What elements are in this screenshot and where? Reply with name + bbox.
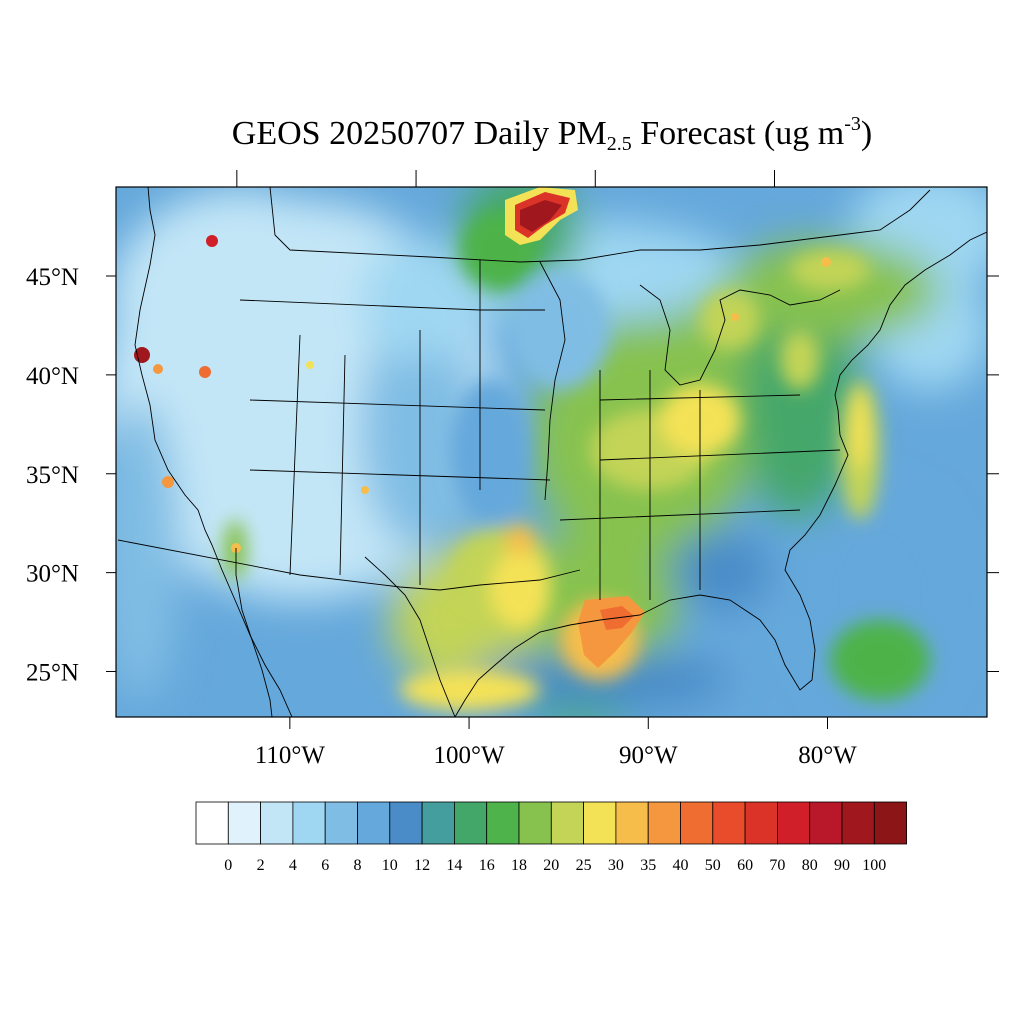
colorbar-box <box>518 801 552 845</box>
lon-tick-label: 110°W <box>255 742 326 769</box>
lat-tick-label: 35°N <box>26 462 79 489</box>
lat-tick-label: 25°N <box>26 660 79 687</box>
map-frame <box>115 186 988 718</box>
colorbar-label: 25 <box>576 857 592 874</box>
colorbar-label: 2 <box>257 857 265 874</box>
pm25-field <box>116 187 987 717</box>
colorbar-box <box>550 801 584 845</box>
colorbar-box <box>744 801 778 845</box>
geographic-boundaries <box>117 187 987 717</box>
colorbar-box <box>357 801 391 845</box>
lon-tick-label: 100°W <box>434 742 505 769</box>
lon-tick-label: 80°W <box>798 742 857 769</box>
colorbar-box <box>421 801 455 845</box>
title-superscript: -3 <box>844 113 861 135</box>
colorbar-label: 8 <box>354 857 362 874</box>
colorbar-box <box>389 801 423 845</box>
lat-tick-label: 30°N <box>26 561 79 588</box>
colorbar-label: 60 <box>737 857 753 874</box>
title-suffix: ) <box>860 115 873 152</box>
colorbar-box <box>777 801 811 845</box>
title-subscript: 2.5 <box>606 133 632 155</box>
colorbar-box <box>324 801 358 845</box>
colorbar-box <box>292 801 326 845</box>
colorbar-box <box>615 801 649 845</box>
colorbar-label: 14 <box>446 857 462 874</box>
latitude-axis: 25°N 30°N 35°N 40°N 45°N <box>26 264 999 687</box>
colorbar-label: 4 <box>289 857 297 874</box>
colorbar: 0 2 4 6 8 10 12 14 16 18 20 25 30 35 40 50 60 70 80 90 100 <box>195 801 907 874</box>
colorbar-label: 12 <box>414 857 430 874</box>
title-mid: Forecast (ug m <box>631 115 845 152</box>
colorbar-label: 50 <box>705 857 721 874</box>
colorbar-label: 20 <box>543 857 559 874</box>
colorbar-box <box>647 801 681 845</box>
map-title: GEOS 20250707 Daily PM2.5 Forecast (ug m… <box>0 112 1024 156</box>
colorbar-label: 18 <box>511 857 527 874</box>
colorbar-box <box>227 801 262 845</box>
lat-tick-label: 40°N <box>26 363 79 390</box>
colorbar-box <box>873 801 907 845</box>
colorbar-label: 16 <box>479 857 495 874</box>
colorbar-label: 35 <box>640 857 656 874</box>
colorbar-label: 10 <box>382 857 398 874</box>
colorbar-label: 70 <box>769 857 785 874</box>
title-prefix: GEOS 20250707 Daily PM <box>231 115 607 152</box>
colorbar-box <box>583 801 617 845</box>
lat-tick-label: 45°N <box>26 264 79 291</box>
colorbar-box <box>486 801 520 845</box>
colorbar-box <box>453 801 488 845</box>
colorbar-box <box>680 801 714 845</box>
colorbar-label: 6 <box>321 857 329 874</box>
colorbar-label: 0 <box>224 857 232 874</box>
colorbar-box <box>809 801 843 845</box>
lon-tick-label: 90°W <box>619 742 678 769</box>
longitude-axis: 110°W 100°W 90°W 80°W <box>236 170 857 769</box>
colorbar-label: 100 <box>862 857 886 874</box>
colorbar-box <box>841 801 875 845</box>
colorbar-box <box>260 801 294 845</box>
colorbar-label: 90 <box>834 857 850 874</box>
colorbar-label: 30 <box>608 857 624 874</box>
colorbar-label: 40 <box>673 857 689 874</box>
colorbar-label: 80 <box>802 857 818 874</box>
colorbar-box <box>712 801 746 845</box>
colorbar-box <box>195 801 229 845</box>
